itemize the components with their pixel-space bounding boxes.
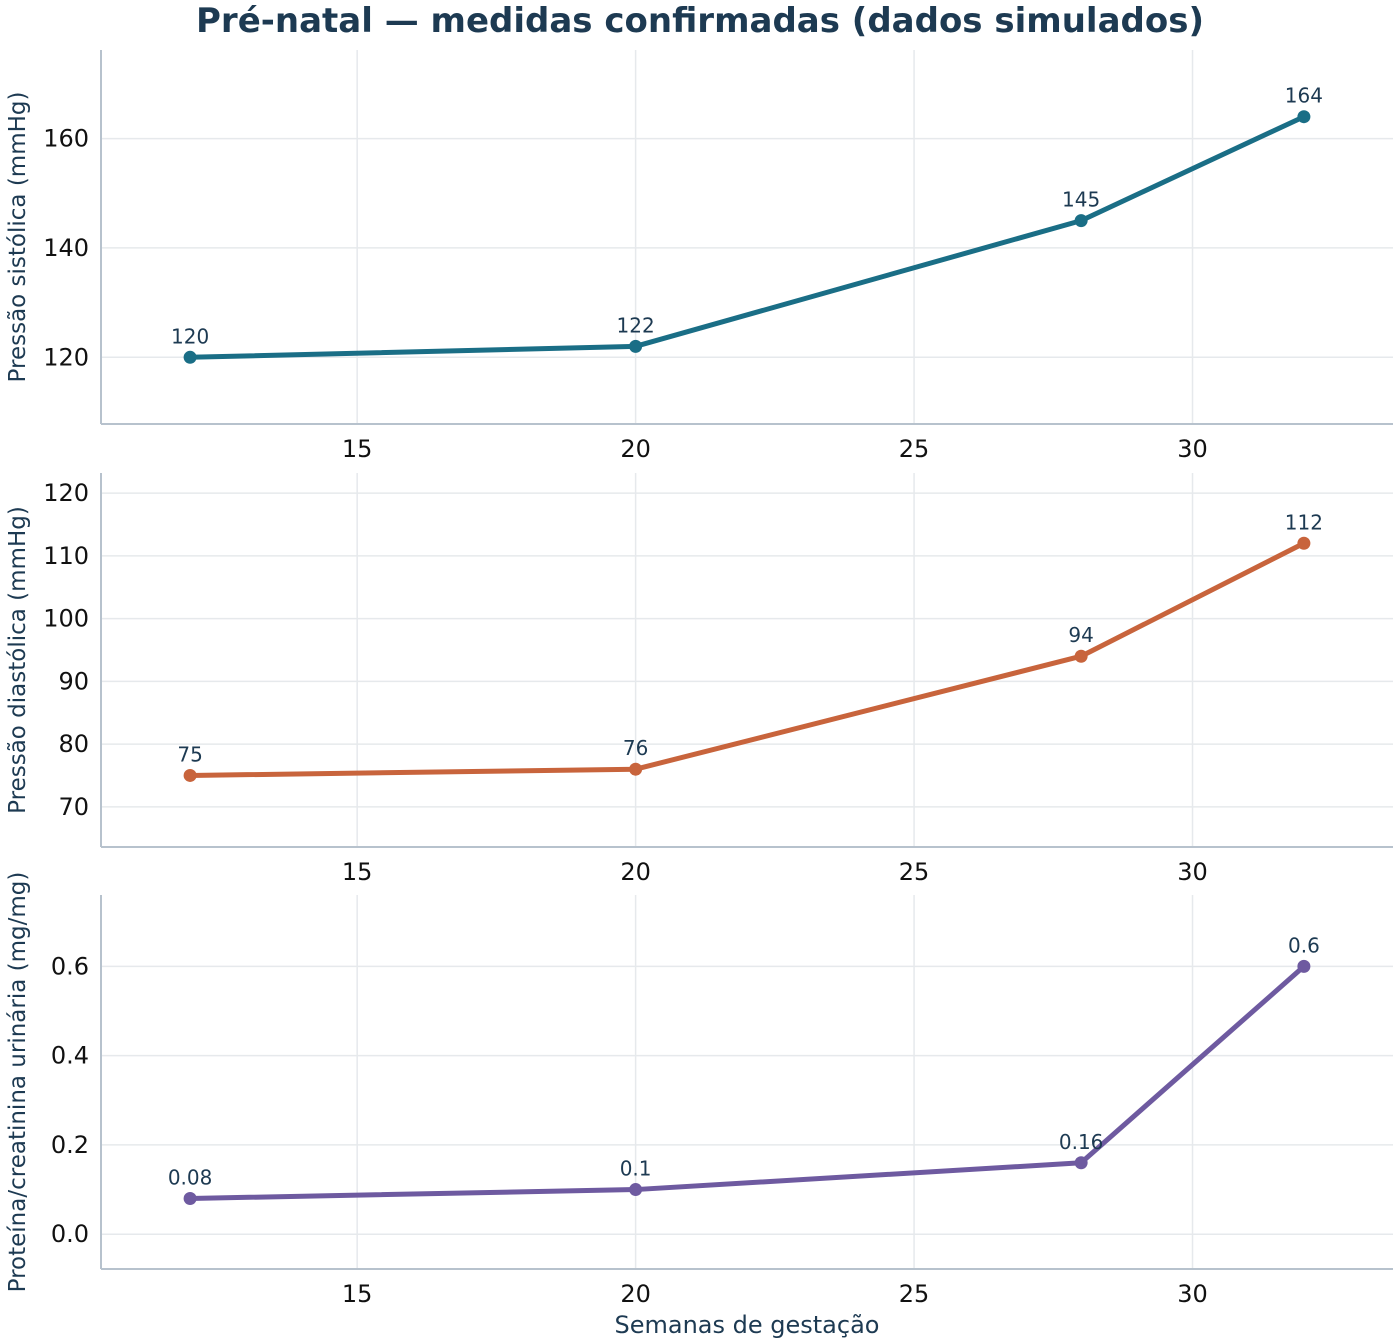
series-line [187,540,1307,778]
data-point [1074,214,1088,228]
y-axis-label: Pressão diastólica (mmHg) [5,506,31,814]
x-tick-label: 30 [1177,1280,1208,1308]
data-label: 75 [177,742,202,766]
x-tick-label: 15 [342,858,373,886]
data-point [183,1191,197,1205]
y-tick-label: 110 [43,542,89,570]
x-tick-label: 30 [1177,435,1208,463]
data-point [183,350,197,364]
chart-title: Pré-natal — medidas confirmadas (dados s… [196,1,1204,41]
y-tick-label: 0.4 [51,1042,89,1070]
x-tick-label: 20 [620,1280,651,1308]
y-axis-label: Pressão sistólica (mmHg) [5,92,31,383]
y-tick-label: 0.0 [51,1220,89,1248]
data-point [1074,1156,1088,1170]
x-tick-label: 30 [1177,858,1208,886]
data-point [1297,536,1311,550]
x-tick-label: 15 [342,1280,373,1308]
y-tick-label: 140 [43,234,89,262]
data-label: 122 [617,313,655,337]
data-point [629,339,643,353]
y-tick-label: 0.6 [51,952,89,980]
series-line [187,114,1307,360]
y-tick-label: 120 [43,343,89,371]
x-tick-label: 25 [899,858,930,886]
data-label: 94 [1068,623,1093,647]
x-tick-label: 20 [620,858,651,886]
data-point [1297,110,1311,124]
data-label: 76 [623,736,648,760]
y-axis-label: Proteína/creatinina urinária (mg/mg) [5,872,31,1293]
data-point [1297,959,1311,973]
data-point [183,768,197,782]
panel-systolic: 15 20 25 30 120 140 160 Pressão sistólica (mmHg… [5,50,1393,463]
data-label: 0.6 [1288,933,1320,957]
data-label: 0.1 [620,1157,652,1181]
data-label: 164 [1285,84,1323,108]
panel-protein: 15 20 25 30 0.0 0.2 0.4 0.6 Proteína/creatinina … [5,872,1393,1308]
data-label: 0.16 [1059,1130,1104,1154]
data-point [629,762,643,776]
data-label: 112 [1285,510,1323,534]
y-tick-label: 160 [43,125,89,153]
x-tick-label: 25 [899,435,930,463]
data-point [629,1183,643,1197]
y-tick-label: 100 [43,605,89,633]
data-point [1074,649,1088,663]
chart-panels: 15 20 25 30 120 140 160 Pressão sistólica (mmHg… [5,50,1393,1308]
data-label: 120 [171,324,209,348]
x-axis-label: Semanas de gestação [615,1311,880,1339]
y-tick-label: 70 [58,793,89,821]
data-label: 145 [1062,188,1100,212]
y-tick-label: 90 [58,667,89,695]
x-tick-label: 15 [342,435,373,463]
x-tick-label: 25 [899,1280,930,1308]
series-line [187,963,1307,1201]
y-tick-label: 120 [43,479,89,507]
panel-diastolic: 15 20 25 30 70 80 90 100 110 120 Pressão diastólic… [5,473,1393,886]
x-tick-label: 20 [620,435,651,463]
y-tick-label: 80 [58,730,89,758]
data-label: 0.08 [168,1165,213,1189]
y-tick-label: 0.2 [51,1131,89,1159]
